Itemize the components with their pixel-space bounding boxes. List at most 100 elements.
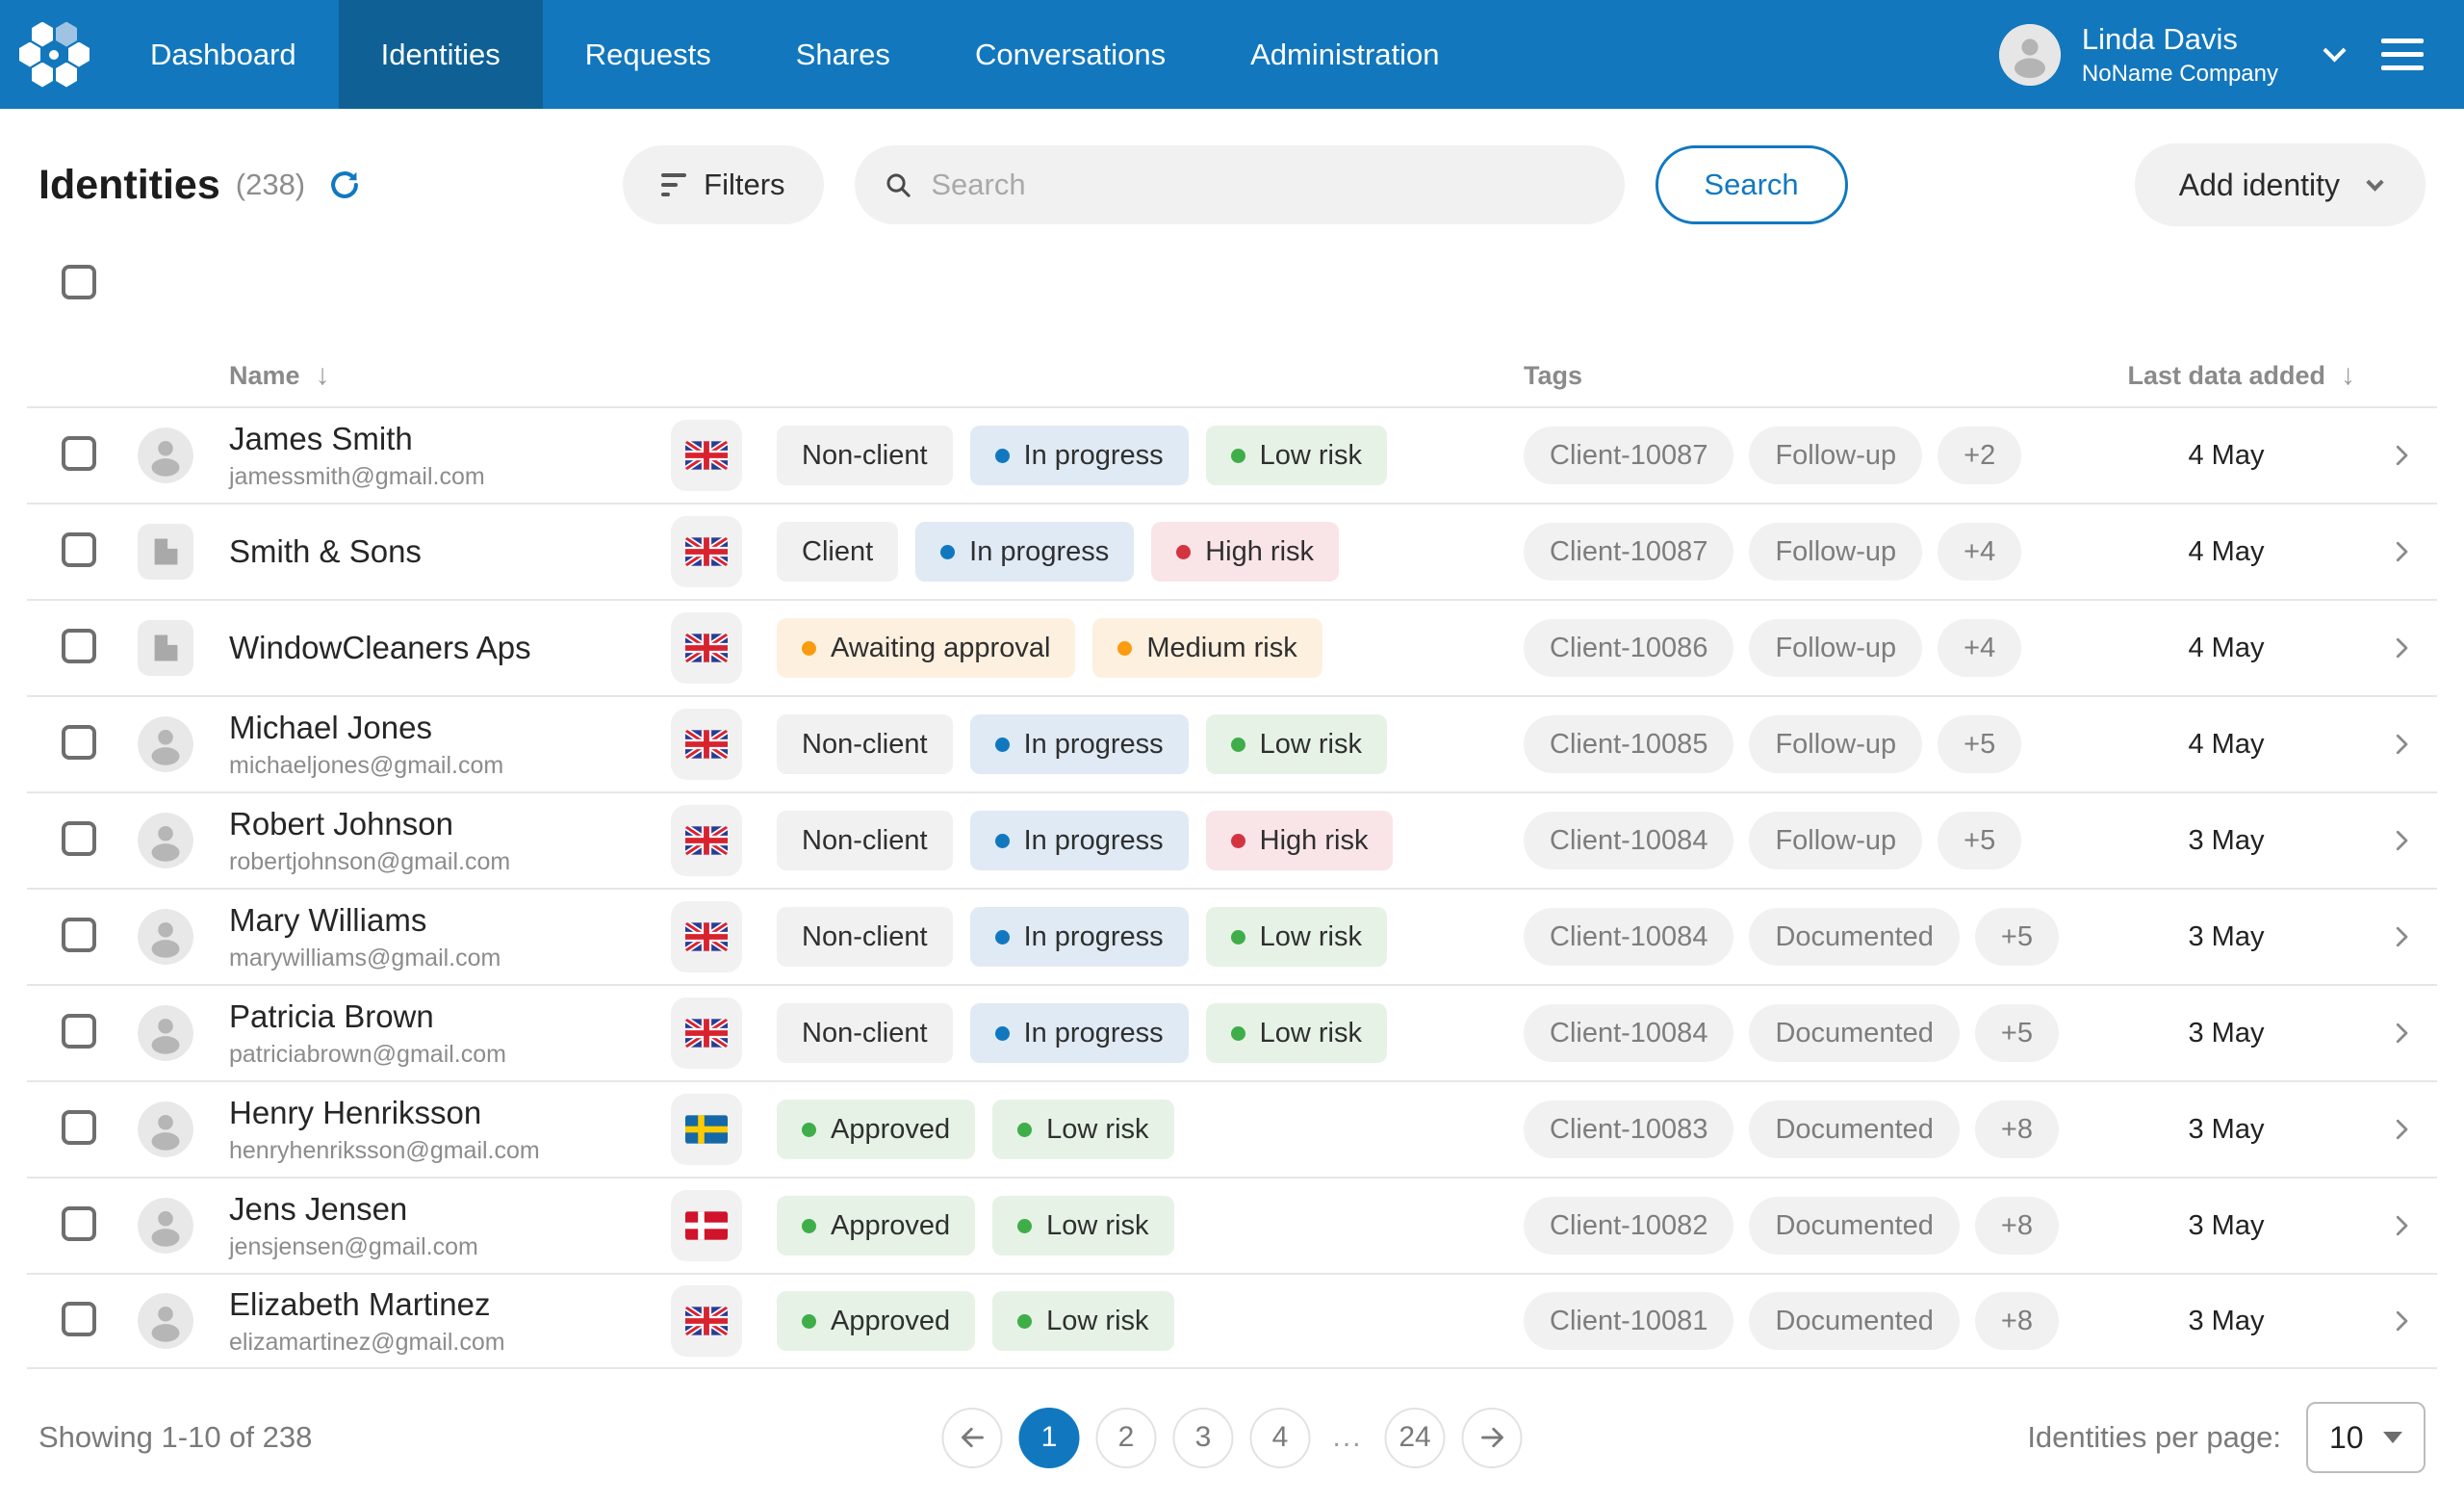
status-dot-icon xyxy=(1230,833,1245,848)
row-chevron-icon[interactable] xyxy=(2387,1211,2416,1240)
table-row[interactable]: James Smith jamessmith@gmail.com xyxy=(27,406,2437,503)
row-checkbox[interactable] xyxy=(62,724,96,760)
user-company: NoName Company xyxy=(2081,60,2278,87)
tag-pill: Follow-up xyxy=(1749,715,1923,773)
row-chevron-icon[interactable] xyxy=(2387,730,2416,759)
table-row[interactable]: Michael Jones michaeljones@gmail.com xyxy=(27,695,2437,791)
status-dot-icon xyxy=(1017,1218,1033,1233)
next-page-button[interactable] xyxy=(1461,1407,1523,1468)
tag-pill: Follow-up xyxy=(1749,427,1923,484)
tag-pill: Client-10084 xyxy=(1524,1004,1734,1062)
status-dot-icon xyxy=(994,737,1010,752)
table-row[interactable]: Elizabeth Martinez elizamartinez@gmail.c… xyxy=(27,1273,2437,1369)
filters-label: Filters xyxy=(704,168,785,201)
add-identity-button[interactable]: Add identity xyxy=(2134,143,2426,226)
tag-pill: Client-10081 xyxy=(1524,1292,1734,1350)
select-all-checkbox[interactable] xyxy=(62,265,96,299)
tag-list: Client-10081 Documented +8 xyxy=(1524,1292,2092,1350)
status-chip: Approved xyxy=(777,1196,976,1256)
row-chevron-icon[interactable] xyxy=(2387,537,2416,566)
table-row[interactable]: Smith & Sons xyxy=(27,503,2437,599)
row-chevron-icon[interactable] xyxy=(2387,826,2416,855)
row-checkbox[interactable] xyxy=(62,1301,96,1336)
last-data-added: 4 May xyxy=(2188,439,2265,471)
table-footer: Showing 1-10 of 238 1 2 3 4... 24 Identities… xyxy=(0,1402,2464,1473)
page-count: (238) xyxy=(235,168,306,201)
page-button-2[interactable]: 2 xyxy=(1095,1407,1157,1468)
page-button-3[interactable]: 3 xyxy=(1172,1407,1234,1468)
table-row[interactable]: Patricia Brown patriciabrown@gmail.com xyxy=(27,984,2437,1080)
column-header-tags: Tags xyxy=(1524,360,1583,390)
status-chip: Low risk xyxy=(1205,907,1387,967)
tag-pill: Documented xyxy=(1749,1101,1960,1158)
table-row[interactable]: Robert Johnson robertjohnson@gmail.com xyxy=(27,791,2437,888)
column-header-name[interactable]: Name ↓ xyxy=(229,359,330,391)
identity-name: James Smith xyxy=(229,420,413,456)
nav-item-identities[interactable]: Identities xyxy=(338,0,543,109)
page-button-1[interactable]: 1 xyxy=(1018,1407,1080,1468)
identity-email: patriciabrown@gmail.com xyxy=(229,1040,506,1068)
filters-button[interactable]: Filters xyxy=(623,145,824,224)
flag-gb-icon xyxy=(685,730,728,759)
app-logo[interactable] xyxy=(0,0,108,109)
status-chips: Approved Low risk xyxy=(777,1100,1524,1159)
row-checkbox[interactable] xyxy=(62,1205,96,1241)
country-flag xyxy=(671,709,742,780)
table-row[interactable]: WindowCleaners Aps xyxy=(27,599,2437,695)
row-chevron-icon[interactable] xyxy=(2387,1307,2416,1335)
status-dot-icon xyxy=(994,833,1010,848)
refresh-icon[interactable] xyxy=(326,167,363,203)
person-avatar-icon xyxy=(138,909,193,965)
row-chevron-icon[interactable] xyxy=(2387,634,2416,662)
page-button-4[interactable]: 4 xyxy=(1249,1407,1311,1468)
per-page-select[interactable]: 10 xyxy=(2306,1402,2426,1473)
search-button[interactable]: Search xyxy=(1655,145,1848,224)
nav-item-shares[interactable]: Shares xyxy=(795,37,890,71)
row-chevron-icon[interactable] xyxy=(2387,441,2416,470)
nav-item-conversations[interactable]: Conversations xyxy=(974,37,1167,71)
country-flag xyxy=(671,1094,742,1165)
country-flag xyxy=(671,516,742,587)
page-button-24[interactable]: 24 xyxy=(1384,1407,1446,1468)
nav-item-dashboard[interactable]: Dashboard xyxy=(150,37,296,71)
identity-email: marywilliams@gmail.com xyxy=(229,944,501,971)
row-checkbox[interactable] xyxy=(62,917,96,952)
search-input[interactable] xyxy=(931,168,1596,202)
table-row[interactable]: Mary Williams marywilliams@gmail.com xyxy=(27,888,2437,984)
tag-list: Client-10082 Documented +8 xyxy=(1524,1197,2092,1255)
row-checkbox[interactable] xyxy=(62,820,96,856)
identity-name: Henry Henriksson xyxy=(229,1094,482,1130)
per-page-value: 10 xyxy=(2329,1419,2364,1455)
row-checkbox[interactable] xyxy=(62,628,96,663)
row-chevron-icon[interactable] xyxy=(2387,1019,2416,1048)
user-menu[interactable]: Linda Davis NoName Company xyxy=(1998,21,2347,88)
status-chip: Approved xyxy=(777,1100,976,1159)
prev-page-button[interactable] xyxy=(941,1407,1003,1468)
tag-pill: Documented xyxy=(1749,1197,1960,1255)
row-chevron-icon[interactable] xyxy=(2387,1115,2416,1144)
last-data-added: 3 May xyxy=(2188,1113,2265,1145)
user-name: Linda Davis xyxy=(2081,21,2238,56)
tag-pill: Client-10087 xyxy=(1524,523,1734,581)
flag-gb-icon xyxy=(685,441,728,470)
table-row[interactable]: Henry Henriksson henryhenriksson@gmail.c… xyxy=(27,1080,2437,1177)
status-chip: Non-client xyxy=(777,1003,953,1063)
row-checkbox[interactable] xyxy=(62,531,96,567)
row-checkbox[interactable] xyxy=(62,1109,96,1145)
top-nav: Dashboard Identities Requests Shares Convers… xyxy=(0,0,2464,109)
column-header-last-data[interactable]: Last data added ↓ xyxy=(2127,359,2355,391)
hamburger-icon[interactable] xyxy=(2381,39,2424,70)
row-checkbox[interactable] xyxy=(62,1013,96,1049)
status-chip: In progress xyxy=(969,426,1189,485)
row-chevron-icon[interactable] xyxy=(2387,922,2416,951)
nav-item-administration[interactable]: Administration xyxy=(1250,37,1440,71)
table-header: Name ↓ Tags Last data added ↓ xyxy=(27,345,2437,406)
table-row[interactable]: Jens Jensen jensjensen@gmail.com xyxy=(27,1177,2437,1273)
flag-gb-icon xyxy=(685,1307,728,1335)
status-chip: Non-client xyxy=(777,811,953,870)
tag-pill: Client-10083 xyxy=(1524,1101,1734,1158)
nav-item-requests[interactable]: Requests xyxy=(584,37,711,71)
tag-pill: Client-10084 xyxy=(1524,908,1734,966)
row-checkbox[interactable] xyxy=(62,435,96,471)
